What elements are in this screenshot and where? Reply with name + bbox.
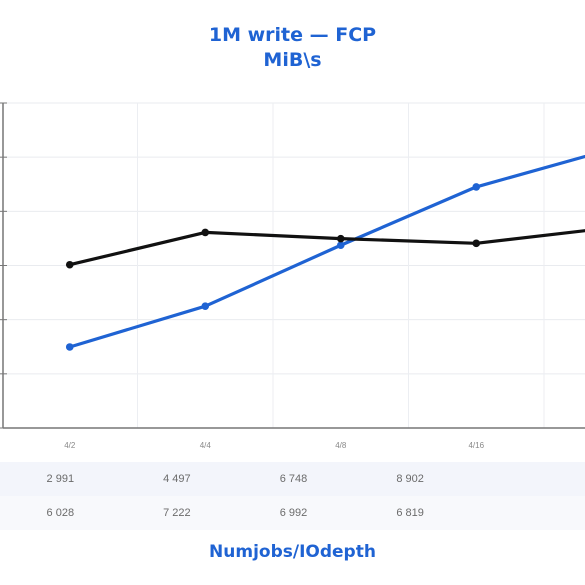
- line-chart: 4/24/44/84/164/32: [0, 102, 585, 450]
- table-cell: 2 991: [2, 462, 119, 496]
- table-cell: 4 497: [118, 462, 236, 496]
- table-cell: 6 028: [2, 496, 119, 530]
- x-tick-label: 4/4: [200, 441, 212, 450]
- table-row: 6 028 7 222 6 992 6 819: [0, 496, 585, 530]
- chart-title: 1M write — FCP: [208, 24, 377, 46]
- data-point: [201, 228, 210, 237]
- table-cell: [468, 496, 585, 530]
- chart-subtitle: MiB\s: [263, 49, 322, 71]
- data-point: [65, 260, 74, 269]
- data-point: [472, 239, 481, 248]
- x-axis-label: Numjobs/IOdepth: [209, 542, 376, 562]
- table-row: 2 991 4 497 6 748 8 902: [0, 462, 585, 496]
- data-point: [472, 183, 481, 191]
- table-cell: 8 902: [351, 462, 469, 496]
- data-point: [336, 234, 345, 243]
- table-cell: 7 222: [118, 496, 236, 530]
- table-cell: 6 819: [351, 496, 469, 530]
- data-point: [201, 302, 210, 311]
- table-cell: [468, 462, 585, 496]
- table-cell: 6 992: [235, 496, 352, 530]
- series-line-1: [69, 229, 585, 267]
- table-cell: 6 748: [235, 462, 352, 496]
- x-tick-label: 4/8: [335, 441, 347, 450]
- data-table: 2 991 4 497 6 748 8 902 6 028 7 222 6 99…: [0, 462, 585, 530]
- x-tick-label: 4/2: [64, 441, 76, 450]
- data-point: [336, 241, 345, 250]
- x-tick-label: 4/16: [468, 441, 484, 450]
- series-line-0: [69, 154, 585, 349]
- data-point: [65, 343, 74, 351]
